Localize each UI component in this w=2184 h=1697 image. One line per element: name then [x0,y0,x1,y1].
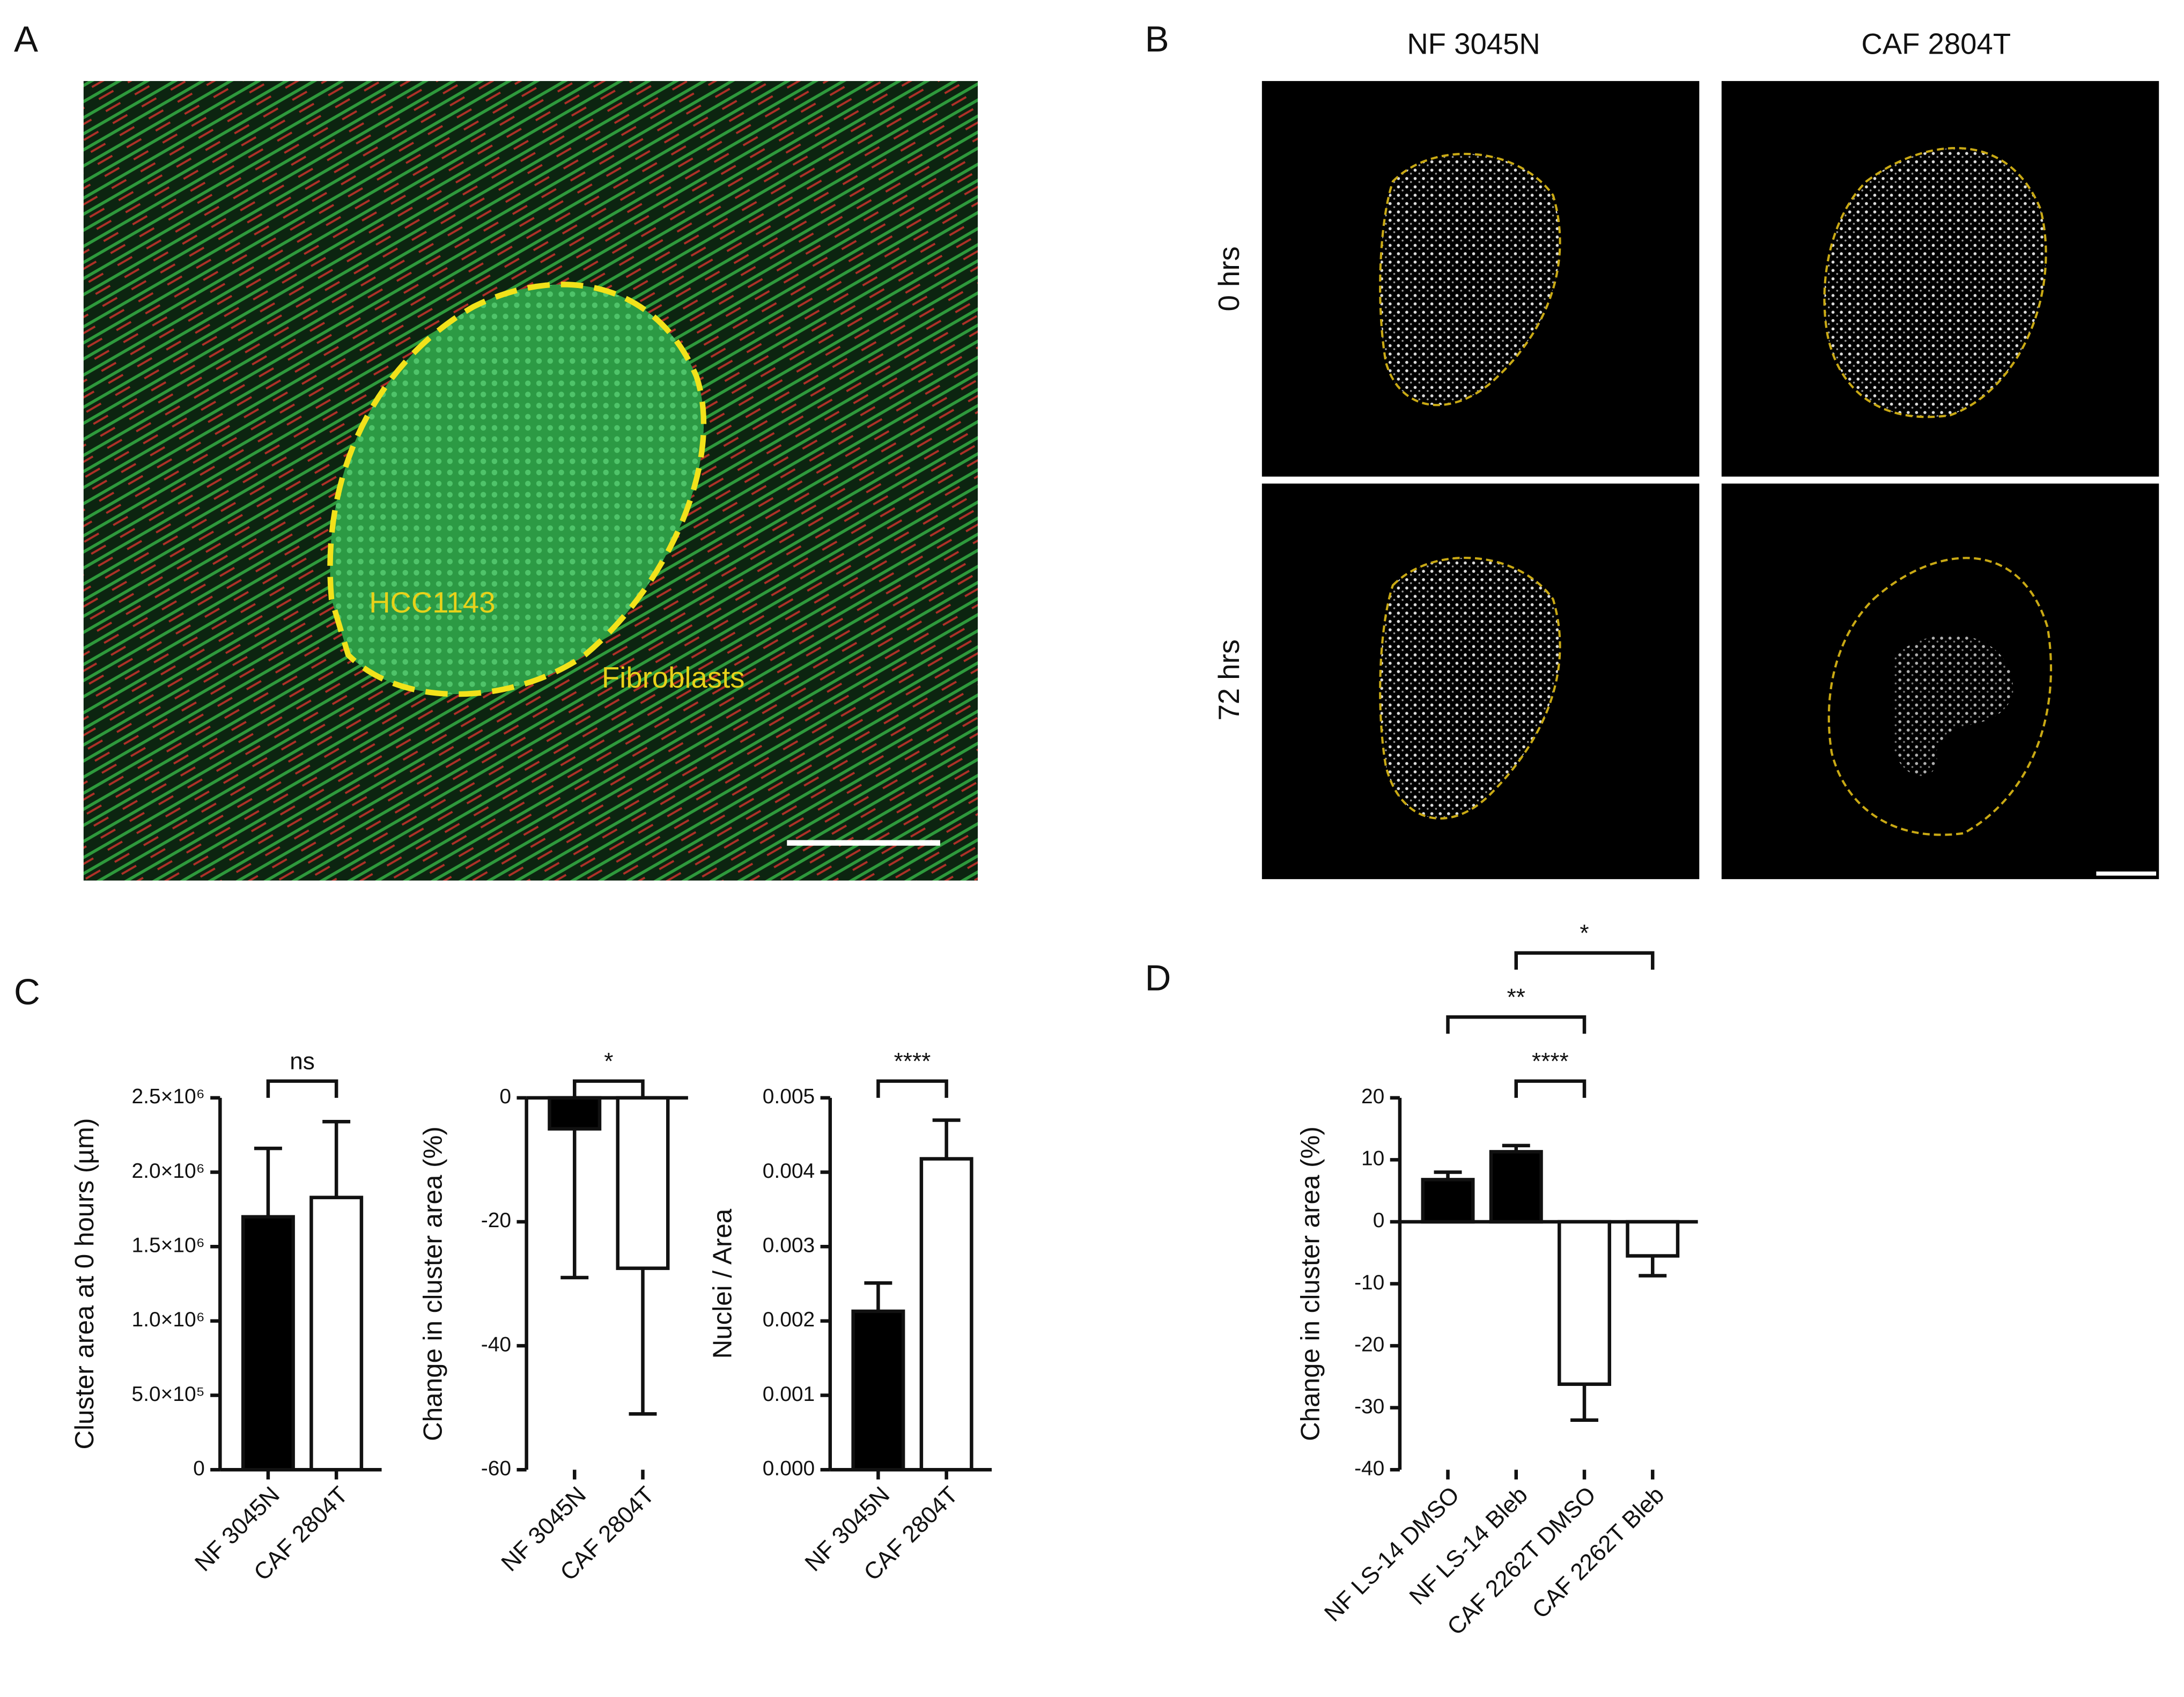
y-tick-label: 2.0×10⁶ [132,1160,205,1183]
y-tick-label: 0 [499,1085,511,1108]
row-header: 72 hrs [1213,639,1245,721]
significance-label: **** [894,1049,931,1075]
panel-label: B [1145,19,1169,60]
y-tick-label: 0 [193,1457,205,1480]
panel-label: A [14,19,38,60]
row-header: 0 hrs [1213,246,1245,311]
y-axis-title: Change in cluster area (%) [418,1126,447,1441]
y-tick-label: 10 [1361,1147,1384,1170]
cluster-outline [327,282,707,697]
bar [548,1096,602,1131]
y-tick-label: -30 [1354,1395,1384,1418]
cells [1894,634,2013,776]
y-tick-label: 0 [1373,1209,1385,1232]
significance-label: ns [290,1049,315,1075]
y-tick-label: 0.001 [763,1383,815,1406]
y-tick-label: 0.003 [763,1234,815,1257]
significance-bracket [572,1079,645,1098]
bar [309,1196,364,1472]
bar [1558,1220,1612,1386]
bar [241,1215,295,1472]
y-tick-label: -10 [1354,1271,1384,1294]
y-tick-label: 1.0×10⁶ [132,1308,205,1331]
bar [616,1096,670,1270]
y-tick-label: -20 [481,1209,511,1232]
panel-label: D [1145,958,1171,999]
bar [1626,1220,1680,1258]
y-axis-title: Nuclei / Area [707,1208,737,1359]
y-tick-label: 2.5×10⁶ [132,1085,205,1108]
significance-bracket [1514,1079,1587,1098]
significance-bracket [1514,951,1655,970]
bar [851,1309,905,1472]
y-axis-title: Change in cluster area (%) [1295,1126,1325,1441]
significance-bracket [266,1079,338,1098]
bar [1489,1150,1543,1224]
significance-label: **** [1532,1049,1569,1075]
y-tick-label: -20 [1354,1333,1384,1356]
significance-bracket [876,1079,948,1098]
significance-label: * [604,1049,613,1075]
annotation: HCC1143 [369,586,495,619]
y-tick-label: -40 [1354,1457,1384,1480]
y-tick-label: 1.5×10⁶ [132,1234,205,1257]
y-tick-label: 5.0×10⁵ [131,1383,204,1406]
cluster-outline [1823,147,2047,418]
bar [919,1157,973,1472]
significance-bracket [1446,1015,1587,1034]
bar [1421,1178,1475,1224]
y-tick-label: -40 [481,1333,511,1356]
column-header: NF 3045N [1407,28,1540,61]
cluster-outline [1379,152,1561,407]
y-tick-label: 20 [1361,1085,1384,1108]
y-tick-label: 0.005 [763,1085,815,1108]
y-tick-label: 0.000 [763,1457,815,1480]
significance-label: * [1580,920,1589,947]
y-tick-label: 0.004 [763,1160,815,1183]
panel-label: C [14,972,40,1013]
significance-label: ** [1507,984,1525,1010]
y-tick-label: -60 [481,1457,511,1480]
cluster-outline [1379,556,1561,820]
x-tick-label: NF LS-14 Bleb [1404,1481,1532,1610]
annotation: Fibroblasts [602,661,745,694]
y-tick-label: 0.002 [763,1308,815,1331]
y-axis-title: Cluster area at 0 hours (µm) [70,1118,99,1450]
column-header: CAF 2804T [1861,28,2011,61]
